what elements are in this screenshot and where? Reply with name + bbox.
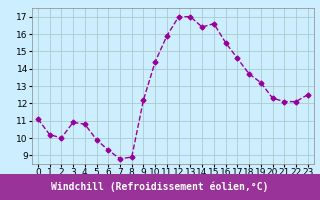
Text: Windchill (Refroidissement éolien,°C): Windchill (Refroidissement éolien,°C) <box>51 182 269 192</box>
